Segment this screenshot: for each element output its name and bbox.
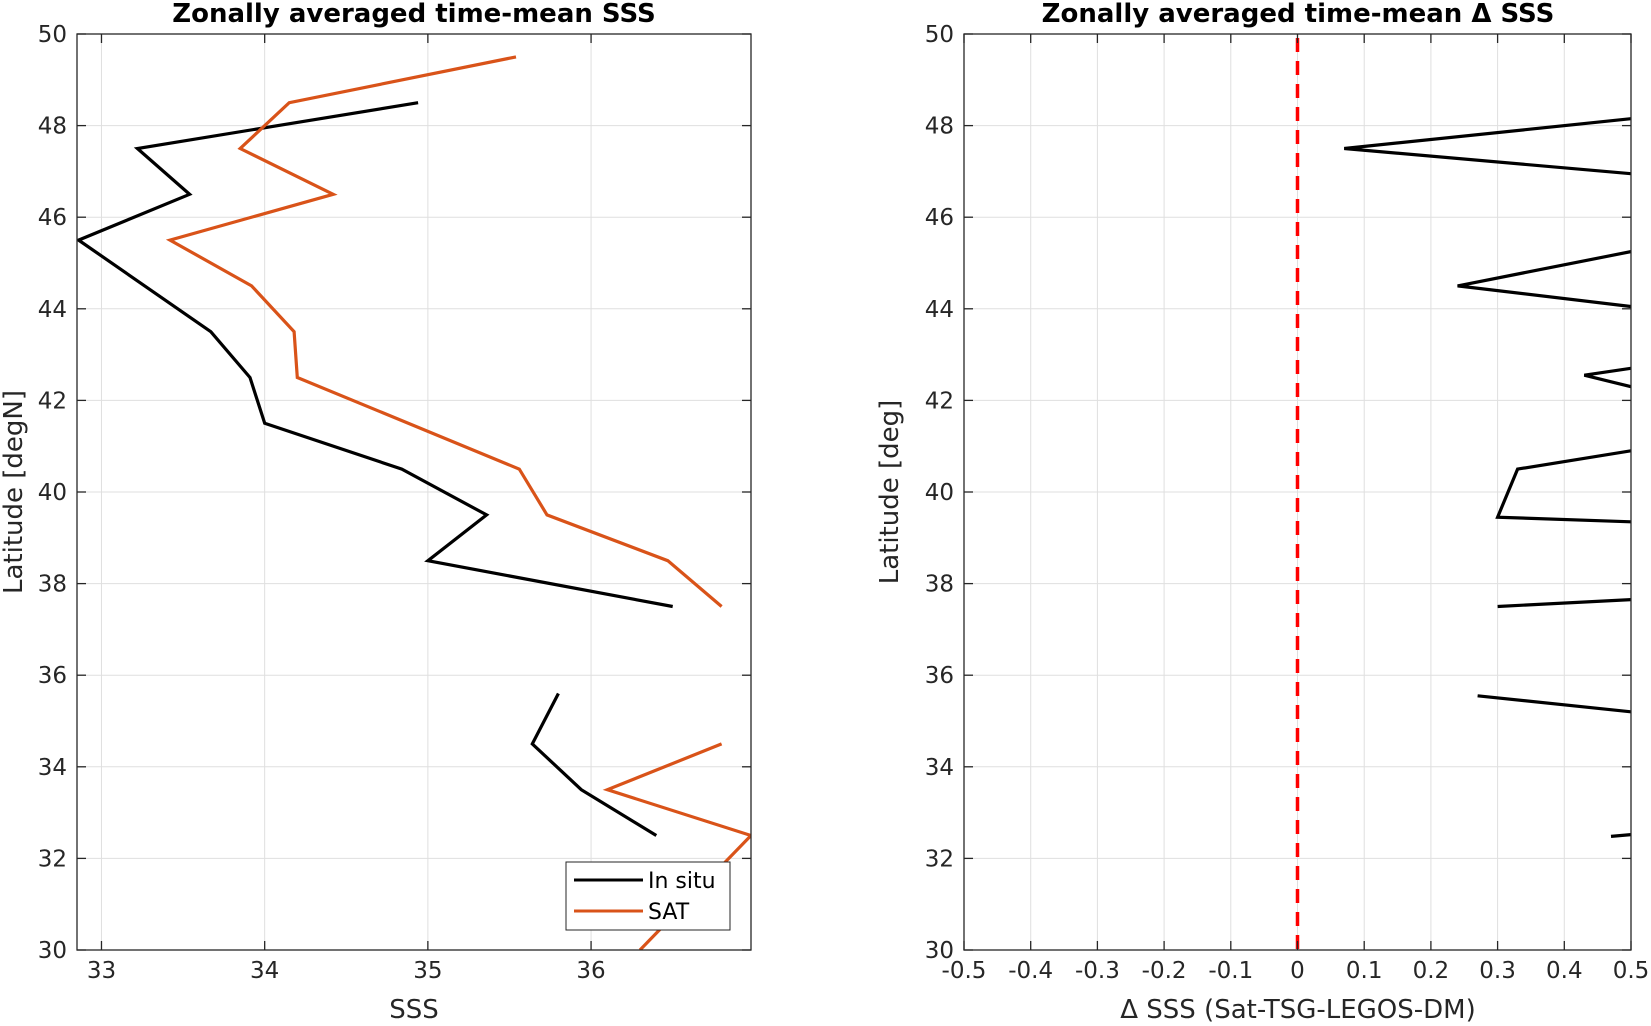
sss-y-tick-labels: 30 32 34 36 38 40 42 44 46 48 50 [38,22,67,964]
x-tick-label: -0.3 [1075,958,1120,984]
y-tick-label: 30 [925,938,954,964]
sss-line-sat [165,55,723,608]
y-tick-label: 40 [925,480,954,506]
sss-chart-title: Zonally averaged time-mean SSS [172,0,656,29]
y-tick-label: 50 [925,22,954,48]
y-tick-label: 38 [925,572,954,598]
x-tick-label: 36 [576,958,605,984]
sss-line-in-situ [530,692,658,837]
sss-chart: 33 34 35 36 30 32 34 36 38 40 42 44 46 48 50 Zonally … [0,0,752,1025]
x-tick-label: -0.1 [1208,958,1253,984]
y-tick-label: 42 [925,388,954,414]
y-tick-label: 44 [38,297,67,323]
delta-sss-line-series-0 [1344,117,1631,176]
sss-x-tick-labels: 33 34 35 36 [87,958,606,984]
y-tick-label: 42 [38,388,67,414]
delta-sss-line-series-0 [1477,694,1631,714]
y-tick-label: 44 [925,297,954,323]
x-tick-label: 0.3 [1479,958,1516,984]
delta-sss-line-series-0 [1497,598,1631,609]
delta-sss-x-axis-label: Δ SSS (Sat-TSG-LEGOS-DM) [1120,995,1476,1025]
sss-line-in-situ [77,101,673,609]
y-tick-label: 46 [38,205,67,231]
x-tick-label: -0.4 [1008,958,1053,984]
legend-box [565,861,731,931]
y-tick-label: 32 [925,846,954,872]
x-tick-label: 35 [413,958,442,984]
y-tick-label: 48 [38,114,67,140]
delta-sss-axes-box [963,33,1632,951]
legend: In situ SAT [565,861,731,931]
y-tick-label: 34 [925,755,954,781]
y-tick-label: 34 [38,755,67,781]
y-tick-label: 48 [925,114,954,140]
x-tick-label: 0.1 [1346,958,1383,984]
delta-sss-x-tick-labels: -0.5 -0.4 -0.3 -0.2 -0.1 0 0.1 0.2 0.3 0.4 0.5 [942,958,1650,984]
delta-sss-y-axis-label: Latitude [deg] [875,400,905,585]
x-tick-label: 0 [1290,958,1305,984]
y-tick-label: 30 [38,938,67,964]
sss-x-axis-label: SSS [389,995,439,1025]
x-tick-label: 0.4 [1546,958,1583,984]
y-tick-label: 32 [38,846,67,872]
delta-sss-line-series-0 [1583,366,1631,389]
y-tick-label: 40 [38,480,67,506]
x-tick-label: 33 [87,958,116,984]
delta-sss-y-tick-labels: 30 32 34 36 38 40 42 44 46 48 50 [925,22,954,964]
y-tick-label: 38 [38,572,67,598]
x-tick-label: 0.2 [1413,958,1450,984]
delta-sss-line-series-0 [1495,449,1631,524]
y-tick-label: 36 [38,663,67,689]
y-tick-label: 36 [925,663,954,689]
legend-label-in-situ: In situ [648,869,716,894]
sss-y-axis-label: Latitude [degN] [0,390,29,594]
x-tick-label: -0.2 [1142,958,1187,984]
delta-sss-series [1295,38,1631,950]
x-tick-label: 34 [250,958,279,984]
x-tick-label: 0.5 [1613,958,1650,984]
delta-sss-tick-marks [963,33,1632,951]
x-tick-label: -0.5 [942,958,987,984]
y-tick-label: 46 [925,205,954,231]
sss-axes-box [76,33,752,951]
delta-sss-chart: -0.5 -0.4 -0.3 -0.2 -0.1 0 0.1 0.2 0.3 0.4 0.5 303… [875,0,1649,1025]
legend-label-sat: SAT [648,900,690,925]
delta-sss-chart-title: Zonally averaged time-mean Δ SSS [1042,0,1555,29]
y-tick-label: 50 [38,22,67,48]
delta-sss-line-series-0 [1457,250,1631,309]
delta-sss-line-series-0 [1610,833,1631,838]
